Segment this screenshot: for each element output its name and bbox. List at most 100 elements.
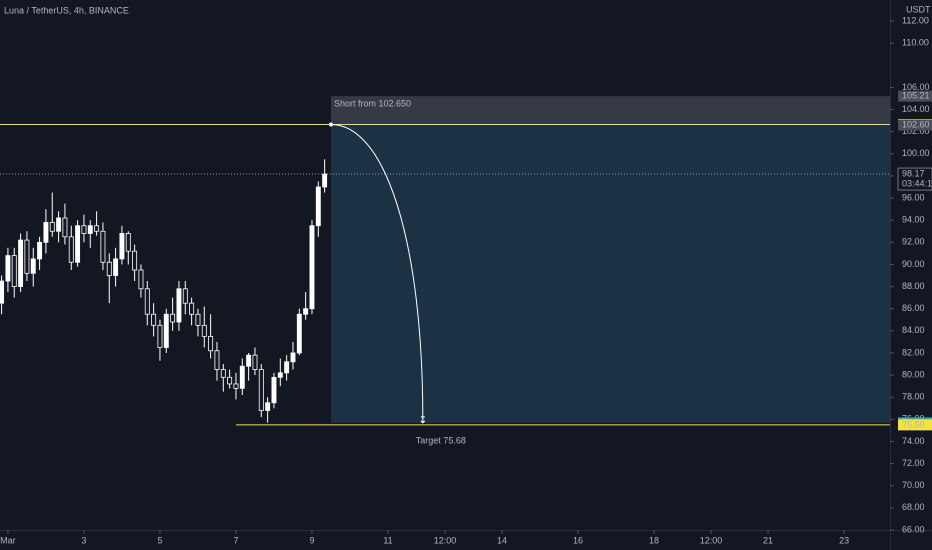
candle-body — [189, 302, 195, 315]
y-tick-label: 70.00 — [902, 480, 925, 490]
y-tick-label: 96.00 — [902, 192, 925, 202]
candle-body — [182, 288, 188, 304]
candle-body — [30, 258, 36, 274]
target-label: Target 75.68 — [416, 435, 466, 445]
y-tick-label: 106.00 — [902, 82, 930, 92]
y-tick-label: 112.00 — [902, 15, 929, 25]
current-price-label: 98.17 — [902, 168, 925, 178]
x-tick-label: 9 — [309, 535, 314, 545]
x-tick-label: 7 — [233, 535, 238, 545]
y-tick-label: 94.00 — [902, 215, 925, 225]
candle-body — [11, 255, 17, 287]
y-tick-label: 78.00 — [902, 392, 925, 402]
currency-label: USDT — [906, 4, 931, 14]
candle-body — [170, 313, 176, 323]
y-tick-label: 74.00 — [902, 436, 925, 446]
candle-body — [176, 288, 182, 323]
x-tick-label: 16 — [573, 535, 583, 545]
candle-body — [239, 365, 245, 389]
y-tick-label: 82.00 — [902, 347, 925, 357]
candle-body — [81, 225, 87, 234]
countdown-label: 03:44:15 — [902, 178, 932, 188]
candle-body — [119, 233, 125, 260]
y-tick-label: 66.00 — [902, 524, 925, 534]
candle-body — [75, 225, 81, 263]
stop-zone — [330, 96, 890, 125]
candle-body — [290, 352, 296, 363]
candle-body — [303, 308, 309, 315]
y-tick-label: 90.00 — [902, 259, 925, 269]
y-tick-label: 72.00 — [902, 458, 925, 468]
candle-body — [18, 239, 24, 287]
y-tick-label: 110.00 — [902, 38, 929, 48]
candle-body — [0, 280, 5, 304]
short-label: Short from 102.650 — [334, 99, 411, 109]
candle-body — [214, 350, 220, 370]
candle-body — [37, 241, 43, 260]
candle-body — [195, 313, 201, 326]
candle-body — [144, 288, 150, 315]
candle-body — [94, 225, 100, 232]
y-tick-label: 86.00 — [902, 303, 925, 313]
target-arrow — [420, 416, 426, 424]
target-zone — [330, 124, 890, 423]
x-tick-label: 21 — [763, 535, 773, 545]
candle-body — [271, 376, 277, 404]
price-tag-label: 75.50 — [902, 419, 925, 429]
candle-body — [62, 217, 68, 238]
entry-point — [328, 122, 333, 127]
candle-body — [265, 402, 271, 411]
candle-body — [125, 233, 131, 252]
candle-body — [106, 261, 112, 276]
y-tick-label: 84.00 — [902, 325, 925, 335]
y-tick-label: 92.00 — [902, 237, 925, 247]
candle-body — [246, 354, 252, 367]
candle-body — [49, 222, 55, 232]
candle-body — [201, 324, 207, 337]
candle-body — [151, 313, 157, 326]
candle-body — [100, 230, 106, 263]
candle-body — [56, 217, 62, 232]
x-tick-label: 14 — [497, 535, 507, 545]
candle-body — [322, 173, 328, 188]
candle-body — [208, 335, 214, 352]
x-tick-label: 3 — [81, 535, 86, 545]
candle-body — [233, 383, 239, 389]
x-tick-label: 18 — [649, 535, 659, 545]
y-tick-label: 100.00 — [902, 148, 930, 158]
candle-body — [113, 258, 119, 276]
candle-body — [68, 236, 74, 263]
y-tick-label: 102.00 — [902, 126, 930, 136]
y-tick-label: 68.00 — [902, 502, 925, 512]
candle-body — [132, 250, 138, 271]
x-tick-label: 12:00 — [700, 535, 723, 545]
price-tag — [898, 90, 932, 102]
y-tick-label: 80.00 — [902, 369, 925, 379]
candle-body — [5, 255, 11, 282]
candle-body — [157, 324, 163, 348]
candle-body — [258, 369, 264, 411]
y-tick-label: 88.00 — [902, 281, 925, 291]
x-tick-label: Mar — [0, 535, 16, 545]
candle-body — [163, 313, 169, 348]
x-tick-label: 12:00 — [434, 535, 457, 545]
candle-body — [43, 222, 49, 243]
x-tick-label: 5 — [157, 535, 162, 545]
y-tick-label: 104.00 — [902, 104, 930, 114]
candle-body — [296, 313, 302, 354]
candle-body — [87, 225, 93, 234]
candle-body — [309, 225, 315, 310]
candle-body — [24, 239, 30, 274]
candle-body — [138, 269, 144, 290]
price-tag-label: 105.21 — [902, 91, 930, 101]
price-tag — [898, 419, 932, 431]
chart-title: Luna / TetherUS, 4h, BINANCE — [4, 5, 129, 15]
candle-body — [315, 186, 321, 227]
candle-body — [220, 369, 226, 378]
current-price-tag — [897, 167, 932, 191]
x-tick-label: 11 — [383, 535, 392, 545]
projection-curve — [330, 123, 424, 419]
price-tag — [898, 119, 932, 131]
candle-body — [277, 372, 283, 378]
